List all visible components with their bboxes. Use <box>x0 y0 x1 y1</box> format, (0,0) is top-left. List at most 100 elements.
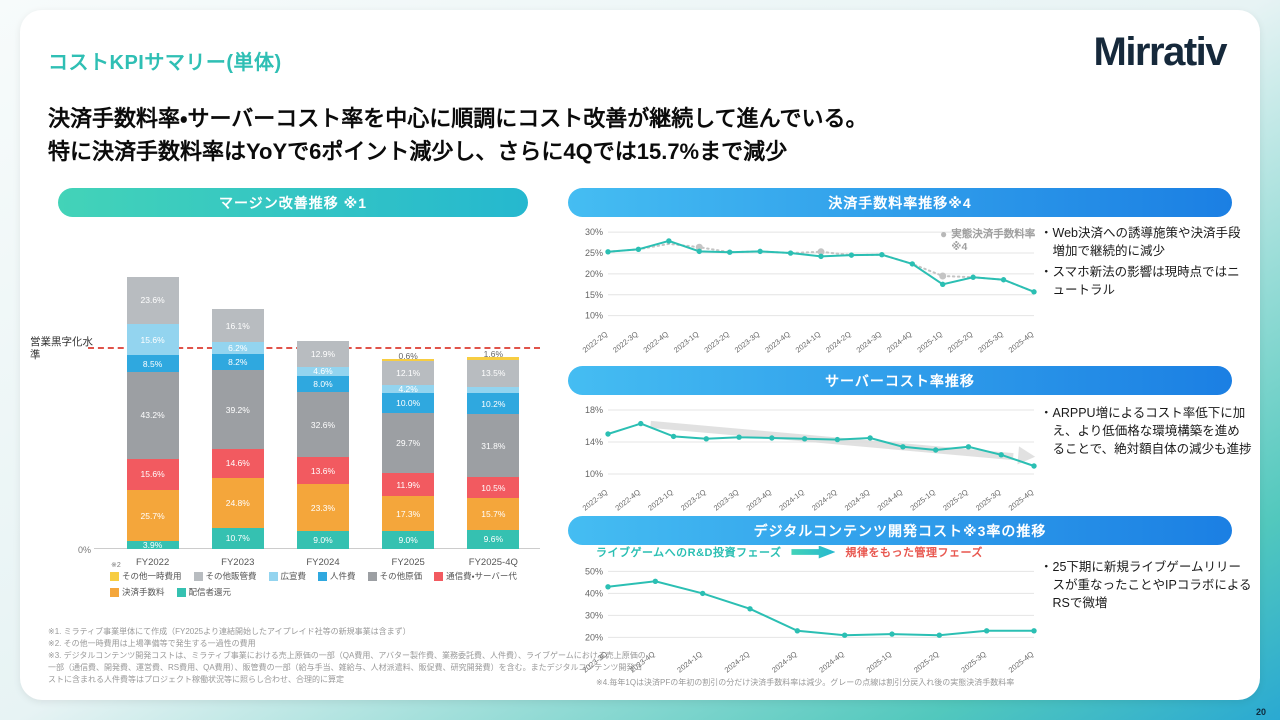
bar-segment: 0.6% <box>382 351 435 361</box>
bar-segment-label: 9.6% <box>483 534 504 545</box>
bar-segment-label: 13.6% <box>310 465 336 476</box>
bar-segment-label: 3.9% <box>142 540 163 551</box>
bar-segment-label: 8.5% <box>142 358 163 369</box>
svg-text:2025-4Q: 2025-4Q <box>1007 329 1036 354</box>
legend-label: その他販管費 <box>205 571 257 581</box>
bar-segment-label: 10.5% <box>481 482 506 493</box>
legend-row: 決済手数料 配信者還元 <box>110 586 550 598</box>
bar-column: 9.0% 23.3% 13.6% 32.6% 8.0% 4.6% 12.9% FY2024 <box>296 341 349 575</box>
bar-segment: 8.5% <box>126 355 179 373</box>
bar-segment: 6.2% <box>211 341 264 355</box>
bar-segment-label: 14.6% <box>225 458 250 469</box>
bar-segment-label: 16.1% <box>225 320 250 331</box>
page-title: コストKPIサマリー(単体) <box>48 52 282 74</box>
digital-phase-annotation: ライブゲームへのR&D投資フェーズ 規律をもった管理フェーズ <box>596 544 983 560</box>
svg-text:10%: 10% <box>585 311 603 321</box>
section-header-margin: マージン改善推移 ※1 <box>58 188 528 217</box>
x-axis-category-label: FY2025-4Q <box>468 556 518 568</box>
x-axis-category-label: FY2023 <box>221 556 255 568</box>
svg-text:14%: 14% <box>585 437 603 447</box>
bars-area: 3.9% 25.7% 15.6% 43.2% 8.5% 15.6% 23.6% FY2022 1… <box>110 213 536 575</box>
legend-item: 通信費・サーバー代 <box>434 570 517 582</box>
svg-text:2025-3Q: 2025-3Q <box>976 329 1005 354</box>
legend-swatch <box>318 571 328 581</box>
svg-text:2025-3Q: 2025-3Q <box>959 649 988 674</box>
svg-text:2023-3Q: 2023-3Q <box>712 487 741 512</box>
bullet-dot: ・ <box>1040 406 1053 420</box>
payment-fee-bullets: ・ Web決済への誘導施策や決済手段増加で継続的に減少・スマホ新法の影響は現時点で… <box>1040 224 1252 300</box>
bar-segment-label: 12.9% <box>310 348 336 359</box>
svg-text:2024-1Q: 2024-1Q <box>675 649 704 674</box>
phase-label-rd-investment: ライブゲームへのR&D投資フェーズ <box>596 547 782 559</box>
svg-text:2022-4Q: 2022-4Q <box>642 329 671 354</box>
legend-item: ※2 その他一時費用 <box>110 562 182 582</box>
bar-segment: 10.0% <box>382 393 435 414</box>
svg-text:2025-1Q: 2025-1Q <box>865 649 894 674</box>
bar-segment-label: 9.0% <box>313 535 333 545</box>
svg-text:2022-3Q: 2022-3Q <box>581 487 610 512</box>
svg-text:2023-4Q: 2023-4Q <box>628 649 657 674</box>
bar-segment-label: 10.2% <box>481 398 506 409</box>
bar-segment-label: 0.6% <box>398 351 418 362</box>
bar-segment: 23.3% <box>296 484 349 531</box>
svg-text:2025-3Q: 2025-3Q <box>974 487 1003 512</box>
svg-text:2024-3Q: 2024-3Q <box>843 487 872 512</box>
svg-text:20%: 20% <box>585 269 603 279</box>
bar-segment: 3.9% <box>126 540 179 551</box>
bar-segment-label: 23.3% <box>310 502 336 513</box>
bar-segment: 9.6% <box>467 529 520 549</box>
bar-segment: 13.6% <box>296 457 349 485</box>
svg-text:2024-3Q: 2024-3Q <box>770 649 799 674</box>
legend-swatch <box>110 587 119 597</box>
bullet-dot: ・ <box>1040 226 1053 240</box>
footnote-line: ※2. その他一時費用は上場準備等で発生する一過性の費用 <box>48 639 256 648</box>
bar-segment: 8.2% <box>211 354 264 371</box>
bar-segment-label: 31.8% <box>481 440 506 451</box>
x-axis-category-label: FY2024 <box>306 556 340 568</box>
bar-segment: 9.0% <box>382 531 435 549</box>
gray-dot-icon: ● <box>940 227 948 241</box>
svg-text:2024-1Q: 2024-1Q <box>794 329 823 354</box>
bar-column: 3.9% 25.7% 15.6% 43.2% 8.5% 15.6% 23.6% FY2022 <box>126 276 179 575</box>
bullet-text: ARPPU増によるコスト率低下に加え、より低価格な環境構築を進めることで、絶対額… <box>1052 406 1252 457</box>
bar-segment: 16.1% <box>211 309 264 342</box>
bar-segment-label: 4.2% <box>398 384 418 395</box>
bar-segment: 3.3% <box>467 379 520 394</box>
bar-segment-label: 11.9% <box>396 479 420 490</box>
bullet-text: 25下期に新規ライブゲームリリースが重なったことやIPコラボによるRSで微増 <box>1052 560 1252 611</box>
legend-swatch <box>193 571 203 581</box>
svg-text:20%: 20% <box>585 632 603 642</box>
svg-text:25%: 25% <box>585 248 603 258</box>
bar-segment: 15.7% <box>467 498 520 530</box>
svg-text:15%: 15% <box>585 290 603 300</box>
bar-segment-label: 8.0% <box>313 379 333 390</box>
digital-content-bullets: ・ 25下期に新規ライブゲームリリースが重なったことやIPコラボによるRSで微増 <box>1040 558 1252 612</box>
bar-segment-label: 17.3% <box>396 508 421 519</box>
svg-text:2025-2Q: 2025-2Q <box>912 649 941 674</box>
server-cost-line-chart: 10% 14% 18% 2022-3Q 2022-4Q 2023-1Q 2023-2Q 202… <box>572 398 1042 521</box>
bar-segment: 8.0% <box>296 376 349 393</box>
svg-text:50%: 50% <box>585 566 603 576</box>
bar-segment-label: 12.1% <box>396 367 421 378</box>
bar-segment: 11.9% <box>382 472 435 497</box>
stacked-bar: 9.0% 17.3% 11.9% 29.7% 10.0% 4.2% 12.1% 0.6% <box>382 351 435 549</box>
svg-text:2023-3Q: 2023-3Q <box>581 649 610 674</box>
legend-swatch <box>367 571 377 581</box>
threshold-label: 営業黒字化水準 <box>30 335 93 362</box>
bar-segment-label: 10.0% <box>396 398 421 409</box>
svg-text:2024-2Q: 2024-2Q <box>824 329 853 354</box>
svg-text:30%: 30% <box>585 610 603 620</box>
bar-segment: 10.2% <box>467 393 520 414</box>
y-axis-zero-label: 0% <box>78 545 92 555</box>
legend-label: 通信費・サーバー代 <box>446 571 517 581</box>
bar-column: 9.0% 17.3% 11.9% 29.7% 10.0% 4.2% 12.1% 0.6% FY2… <box>382 351 435 575</box>
svg-text:18%: 18% <box>585 405 603 415</box>
bar-segment: 39.2% <box>211 370 264 449</box>
bar-segment: 14.6% <box>211 448 264 479</box>
bullet-item: ・ ARPPU増によるコスト率低下に加え、より低価格な環境構築を進めることで、絶対… <box>1040 404 1252 458</box>
bar-segment-label: 15.6% <box>140 469 165 480</box>
svg-text:10%: 10% <box>585 469 603 479</box>
section-header-digital-content: デジタルコンテンツ開発コスト※3率の推移 <box>568 516 1232 545</box>
bar-segment: 4.6% <box>296 366 349 376</box>
bar-column: 9.6% 15.7% 10.5% 31.8% 10.2% 3.3%13.5% 1.6% FY2… <box>467 349 520 575</box>
